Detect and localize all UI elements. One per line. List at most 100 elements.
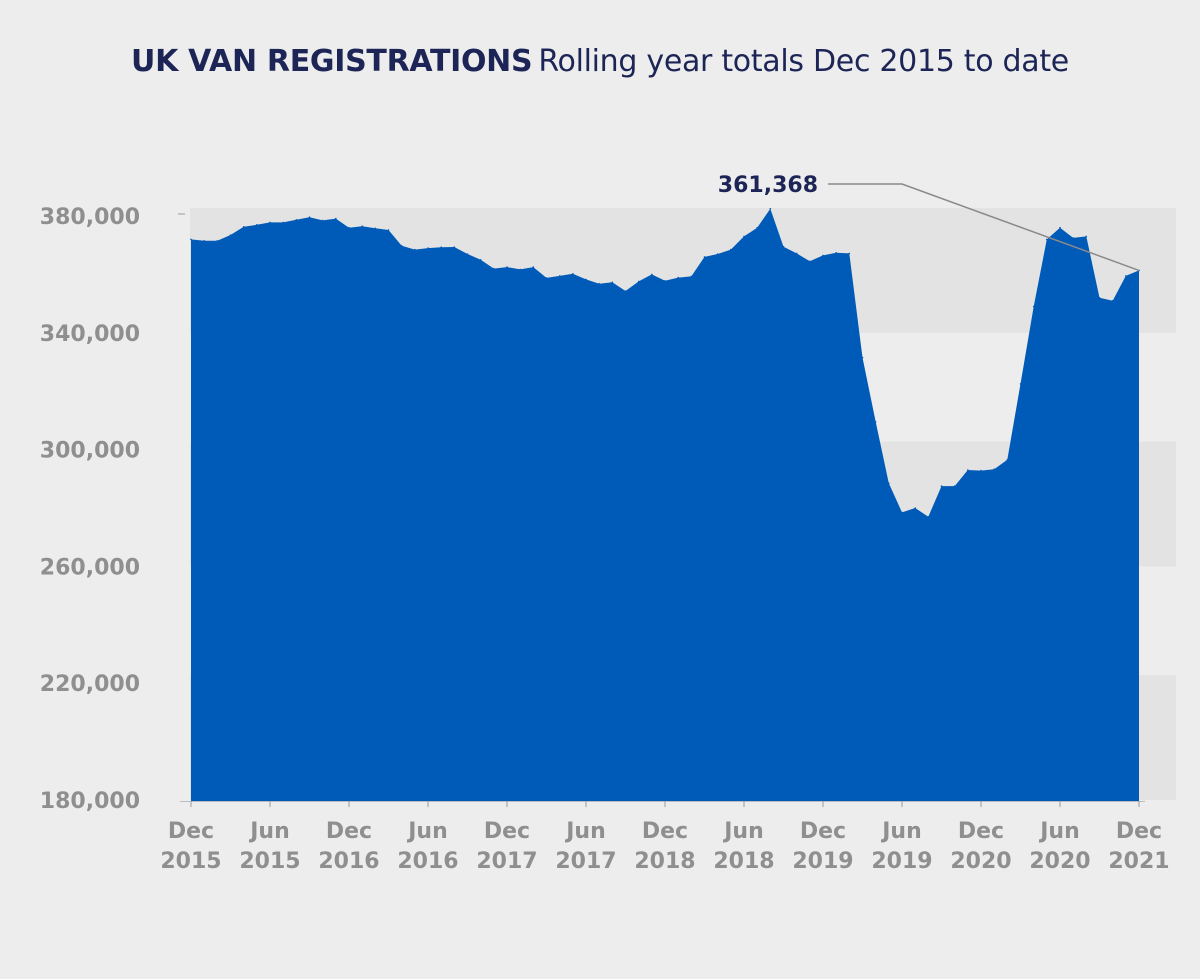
y-tick-label: 220,000 [40, 672, 140, 697]
x-tick-label-month: Jun [406, 819, 448, 844]
data-point [585, 278, 587, 281]
data-point [532, 266, 535, 268]
x-axis: Dec 2015 Jun 2015 Dec 2016 Jun 2016 Dec 2017 Jun 20… [160, 801, 1170, 874]
data-point [387, 229, 390, 231]
x-tick-label-month: Dec [168, 819, 214, 844]
area-series [191, 208, 1139, 802]
x-tick-label-month: Jun [564, 819, 606, 844]
data-point [558, 275, 561, 277]
y-tick-label: 380,000 [40, 205, 140, 230]
data-point [822, 254, 824, 257]
data-point [716, 253, 719, 255]
x-tick-label-year: 2020 [1029, 849, 1090, 874]
x-tick-label-year: 2020 [950, 849, 1011, 874]
data-point [795, 252, 798, 255]
data-point [967, 469, 969, 471]
data-point [255, 224, 258, 226]
data-point [993, 468, 995, 471]
data-point [269, 221, 271, 224]
data-point [453, 246, 456, 248]
annotation-leader-line [828, 183, 1140, 272]
data-point [1019, 383, 1022, 385]
x-tick-label-year: 2018 [634, 849, 695, 874]
data-point [1006, 459, 1009, 461]
data-point [703, 256, 706, 258]
data-point [624, 290, 627, 292]
data-point [677, 276, 679, 279]
data-point [730, 248, 732, 251]
data-point [374, 227, 377, 230]
y-tick-label: 180,000 [40, 789, 140, 814]
chart-title-subtitle: Rolling year totals Dec 2015 to date [538, 44, 1069, 79]
data-point [506, 266, 508, 268]
x-tick-label-year: 2017 [476, 849, 537, 874]
data-point [479, 259, 482, 261]
x-tick-label-month: Dec [958, 819, 1004, 844]
x-tick-label-year: 2016 [318, 849, 379, 874]
data-point [940, 485, 943, 487]
data-point [1098, 297, 1101, 299]
data-point [321, 219, 324, 222]
data-point [493, 267, 495, 270]
x-tick-label-month: Jun [248, 819, 290, 844]
x-tick-label-month: Dec [642, 819, 688, 844]
data-point [1111, 299, 1114, 302]
x-tick-label-month: Dec [800, 819, 846, 844]
y-tick-label: 340,000 [40, 322, 140, 347]
data-point [348, 226, 350, 229]
data-point [229, 234, 232, 236]
x-tick-label-year: 2017 [555, 849, 616, 874]
data-point [953, 485, 956, 487]
chart-title: UK VAN REGISTRATIONS Rolling year totals … [0, 44, 1200, 79]
x-tick-label-month: Dec [484, 819, 530, 844]
data-point [637, 280, 640, 283]
x-tick-label-year: 2015 [239, 849, 300, 874]
data-point [651, 273, 653, 276]
x-tick-label-month: Dec [1116, 819, 1162, 844]
data-point [664, 280, 666, 282]
data-point [216, 240, 219, 242]
y-tick-label: 300,000 [40, 439, 140, 464]
data-point [190, 238, 192, 241]
annotation: 361,368 [718, 173, 1140, 272]
data-point [466, 253, 469, 255]
data-point [690, 275, 693, 278]
x-tick-label-month: Jun [722, 819, 764, 844]
data-point [1072, 237, 1074, 239]
x-tick-label-month: Jun [1038, 819, 1080, 844]
data-point [440, 246, 443, 248]
data-point [242, 226, 245, 228]
data-point [335, 217, 337, 220]
data-point [519, 268, 521, 271]
data-point [1059, 226, 1061, 229]
data-point [414, 248, 416, 251]
data-point [980, 469, 982, 472]
data-point [874, 421, 877, 423]
annotation-label: 361,368 [718, 173, 818, 198]
data-point [861, 356, 864, 359]
x-tick-label-year: 2018 [713, 849, 774, 874]
data-point [901, 511, 903, 514]
data-point [572, 273, 574, 275]
x-tick-label-year: 2019 [871, 849, 932, 874]
data-point [1085, 235, 1088, 238]
data-point [835, 252, 837, 254]
data-point [888, 482, 890, 485]
data-point [914, 507, 916, 509]
data-point [1046, 238, 1048, 241]
x-tick-label-month: Dec [326, 819, 372, 844]
data-point [295, 219, 298, 221]
data-point [545, 277, 548, 279]
data-point [756, 226, 758, 229]
data-point [203, 240, 205, 242]
data-point [1125, 275, 1127, 277]
data-point [769, 207, 772, 210]
x-tick-label-year: 2015 [160, 849, 221, 874]
data-point [361, 225, 364, 227]
y-axis: 380,000 340,000 300,000 260,000 220,000 180,0… [40, 205, 140, 814]
data-point [743, 235, 745, 238]
y-tick-label: 260,000 [40, 555, 140, 580]
data-point [782, 245, 785, 248]
